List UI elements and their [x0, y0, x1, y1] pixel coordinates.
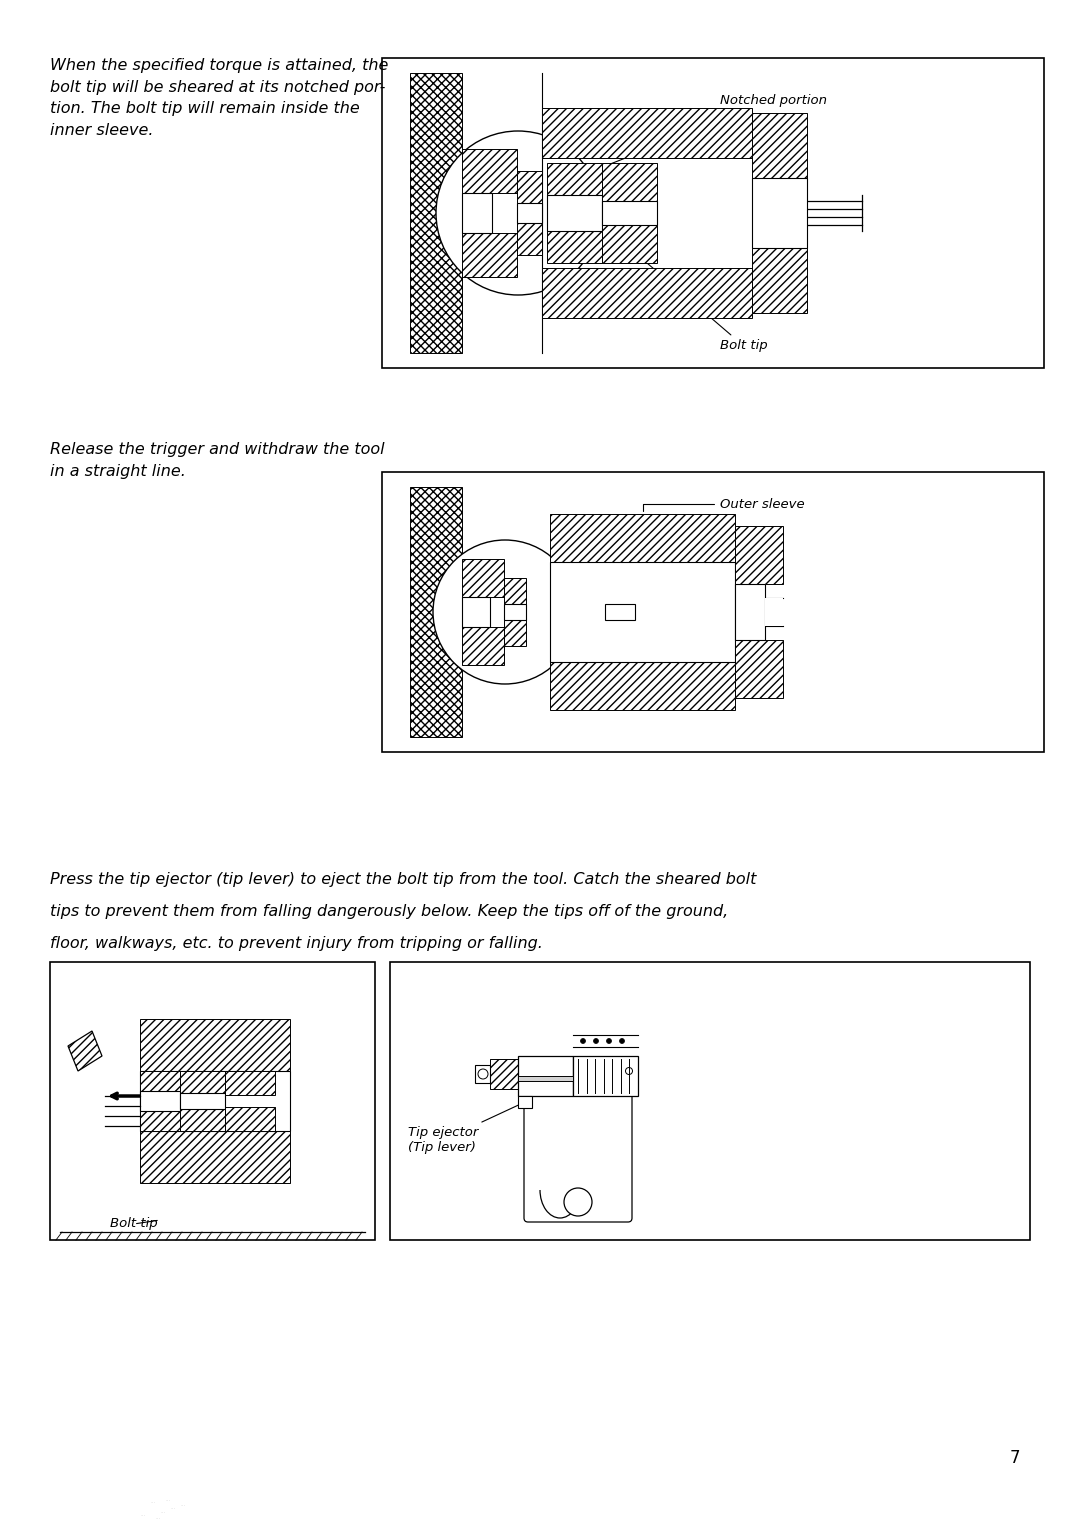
Bar: [518, 1075, 573, 1082]
Bar: [410, 74, 462, 352]
Bar: [752, 113, 807, 178]
Bar: [462, 233, 517, 277]
Bar: [735, 525, 783, 584]
Bar: [462, 193, 492, 233]
Text: Bolt tip: Bolt tip: [110, 1218, 158, 1230]
Circle shape: [564, 1187, 592, 1216]
Bar: [382, 472, 1044, 752]
Bar: [518, 1056, 573, 1095]
Bar: [602, 225, 657, 264]
Bar: [140, 1111, 180, 1131]
Circle shape: [620, 1039, 624, 1043]
Text: ···: ···: [180, 1503, 186, 1507]
Bar: [180, 1109, 225, 1131]
Bar: [542, 268, 752, 319]
Bar: [517, 224, 542, 254]
Bar: [517, 172, 542, 204]
Bar: [462, 597, 490, 627]
Text: 7: 7: [1010, 1449, 1020, 1468]
Bar: [546, 231, 602, 264]
Bar: [542, 107, 752, 158]
Text: floor, walkways, etc. to prevent injury from tripping or falling.: floor, walkways, etc. to prevent injury …: [50, 936, 543, 951]
Text: tips to prevent them from falling dangerously below. Keep the tips off of the gr: tips to prevent them from falling danger…: [50, 904, 728, 919]
Bar: [518, 1095, 532, 1108]
Bar: [550, 662, 735, 709]
Circle shape: [581, 1039, 585, 1043]
Bar: [765, 597, 783, 627]
Bar: [490, 1059, 518, 1089]
Bar: [410, 487, 462, 737]
Bar: [752, 248, 807, 313]
Text: Tip ejector
(Tip lever): Tip ejector (Tip lever): [408, 1103, 523, 1154]
Text: ···: ···: [165, 1498, 171, 1503]
Text: Outer sleeve: Outer sleeve: [643, 498, 805, 512]
Bar: [550, 515, 735, 562]
Bar: [602, 162, 657, 201]
Text: ···: ···: [140, 1514, 145, 1518]
Text: Release the trigger and withdraw the tool
in a straight line.: Release the trigger and withdraw the too…: [50, 443, 384, 478]
Bar: [140, 1091, 180, 1111]
Bar: [390, 962, 1030, 1239]
Text: When the specified torque is attained, the
bolt tip will be sheared at its notch: When the specified torque is attained, t…: [50, 58, 389, 138]
Text: ···: ···: [150, 1500, 156, 1504]
Text: ···: ···: [156, 1517, 160, 1521]
Bar: [504, 620, 526, 647]
Text: Press the tip ejector (tip lever) to eject the bolt tip from the tool. Catch the: Press the tip ejector (tip lever) to eje…: [50, 872, 756, 887]
Text: Notched portion: Notched portion: [577, 93, 827, 178]
Bar: [735, 584, 765, 640]
Bar: [140, 1071, 291, 1131]
Bar: [462, 559, 504, 597]
Bar: [735, 640, 783, 699]
Circle shape: [433, 539, 577, 683]
FancyBboxPatch shape: [524, 1092, 632, 1223]
Bar: [462, 149, 517, 193]
Bar: [382, 58, 1044, 368]
Bar: [752, 178, 807, 248]
Bar: [605, 604, 635, 620]
Bar: [462, 627, 504, 665]
Bar: [573, 1056, 638, 1095]
Bar: [225, 1108, 275, 1131]
Bar: [550, 562, 735, 662]
Bar: [475, 1065, 490, 1083]
Bar: [546, 162, 602, 195]
Text: ···: ···: [160, 1511, 165, 1515]
Bar: [180, 1092, 225, 1109]
Bar: [225, 1071, 275, 1095]
Circle shape: [594, 1039, 598, 1043]
Polygon shape: [68, 1031, 102, 1071]
Bar: [140, 1131, 291, 1183]
Circle shape: [607, 1039, 611, 1043]
Text: ···: ···: [170, 1506, 175, 1511]
Bar: [602, 201, 657, 225]
Text: Bolt tip: Bolt tip: [632, 250, 768, 352]
Bar: [504, 604, 526, 620]
Bar: [50, 962, 375, 1239]
Bar: [140, 1019, 291, 1071]
Bar: [504, 578, 526, 604]
Bar: [140, 1071, 180, 1091]
Bar: [517, 204, 542, 224]
Bar: [546, 195, 602, 231]
Bar: [180, 1071, 225, 1092]
Circle shape: [436, 132, 600, 296]
